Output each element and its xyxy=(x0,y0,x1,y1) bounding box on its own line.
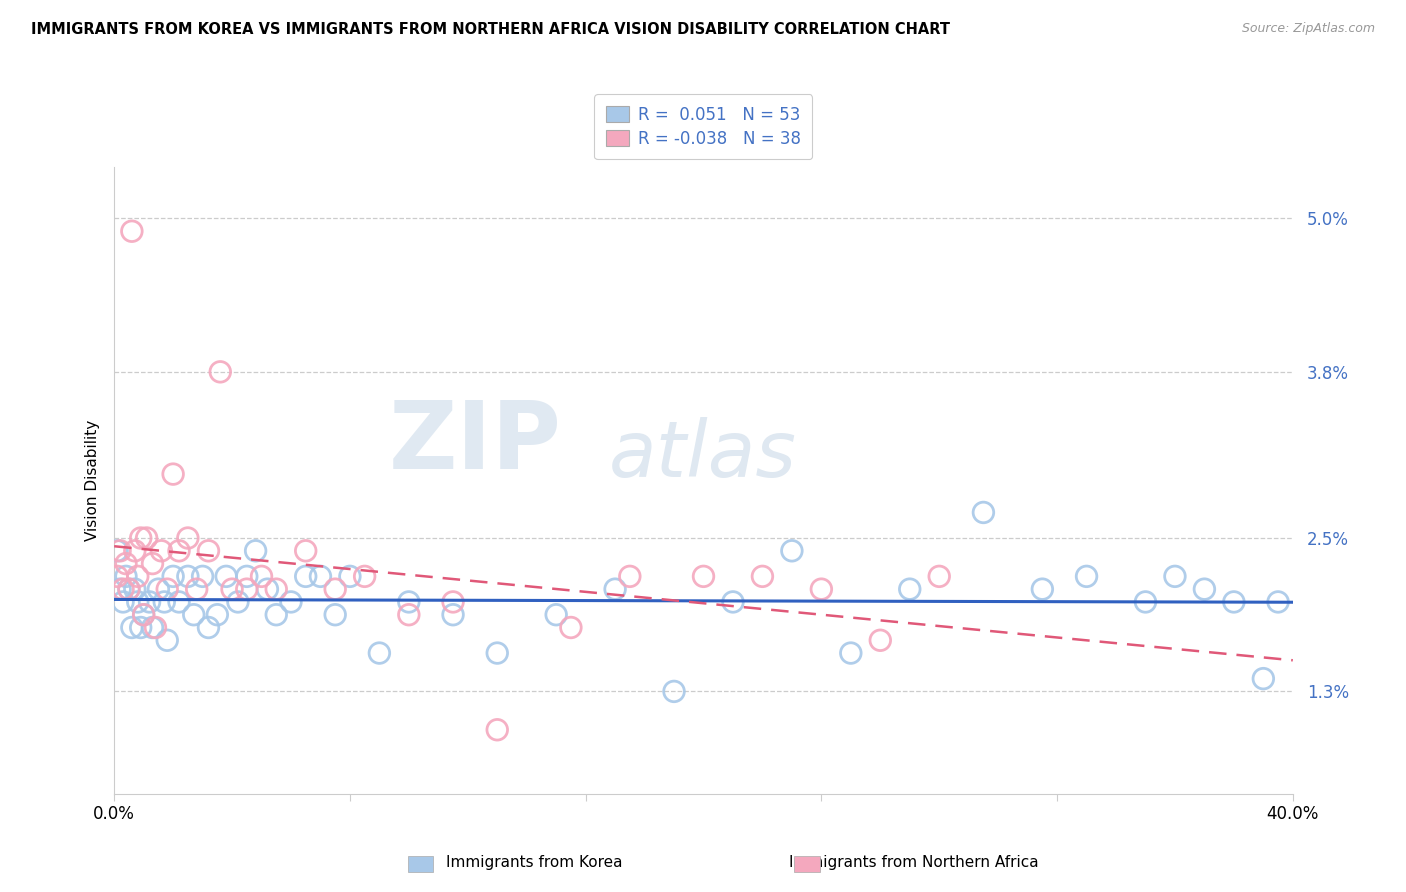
Point xyxy=(486,723,509,737)
Point xyxy=(141,620,163,634)
Point xyxy=(129,531,152,545)
Point xyxy=(105,543,128,558)
Point xyxy=(162,467,184,482)
Point xyxy=(810,582,832,596)
Point xyxy=(156,582,179,596)
Point xyxy=(167,543,190,558)
Point xyxy=(197,543,219,558)
Point xyxy=(135,531,157,545)
Point xyxy=(280,595,302,609)
Point xyxy=(323,582,346,596)
Point xyxy=(132,607,155,622)
Point xyxy=(256,582,278,596)
Point xyxy=(486,646,509,660)
Point xyxy=(1164,569,1187,583)
Point xyxy=(150,543,173,558)
Point xyxy=(264,582,287,596)
Point xyxy=(141,557,163,571)
Point xyxy=(115,557,138,571)
Point xyxy=(148,582,170,596)
Point xyxy=(839,646,862,660)
Point xyxy=(441,595,464,609)
Point xyxy=(1076,569,1098,583)
Y-axis label: Vision Disability: Vision Disability xyxy=(86,420,100,541)
Point xyxy=(780,543,803,558)
Point xyxy=(560,620,582,634)
Point xyxy=(226,595,249,609)
Point xyxy=(108,582,131,596)
Point xyxy=(294,569,316,583)
Point xyxy=(398,595,420,609)
Text: Immigrants from Northern Africa: Immigrants from Northern Africa xyxy=(789,855,1039,870)
Point xyxy=(972,505,994,519)
Point xyxy=(108,543,131,558)
Point xyxy=(207,607,229,622)
Point xyxy=(132,607,155,622)
Point xyxy=(294,543,316,558)
Point xyxy=(721,595,744,609)
Text: Source: ZipAtlas.com: Source: ZipAtlas.com xyxy=(1241,22,1375,36)
Point xyxy=(236,569,259,583)
Point xyxy=(129,620,152,634)
Point xyxy=(898,582,921,596)
Text: ZIP: ZIP xyxy=(389,397,562,489)
Point xyxy=(121,620,143,634)
Point xyxy=(112,595,135,609)
Point xyxy=(368,646,391,660)
Point xyxy=(183,607,205,622)
Point xyxy=(250,569,273,583)
Point xyxy=(928,569,950,583)
Point xyxy=(236,582,259,596)
Point xyxy=(1135,595,1157,609)
Point xyxy=(603,582,626,596)
Point xyxy=(221,582,243,596)
Point xyxy=(118,582,141,596)
Point xyxy=(127,569,149,583)
Point xyxy=(124,543,146,558)
Point xyxy=(692,569,714,583)
Point xyxy=(124,582,146,596)
Point xyxy=(546,607,568,622)
Point xyxy=(441,607,464,622)
Point xyxy=(156,633,179,648)
Point xyxy=(191,569,214,583)
Point xyxy=(1031,582,1053,596)
Text: atlas: atlas xyxy=(609,417,797,493)
Point xyxy=(145,620,167,634)
Point xyxy=(264,607,287,622)
Point xyxy=(162,569,184,583)
Point xyxy=(115,569,138,583)
Point xyxy=(1267,595,1289,609)
Point xyxy=(209,365,232,379)
Point xyxy=(619,569,641,583)
Point xyxy=(309,569,332,583)
Point xyxy=(662,684,685,698)
Point xyxy=(112,582,135,596)
Point xyxy=(1194,582,1216,596)
Point xyxy=(153,595,176,609)
Point xyxy=(869,633,891,648)
Point xyxy=(353,569,375,583)
Point xyxy=(167,595,190,609)
Point xyxy=(121,224,143,238)
Point xyxy=(197,620,219,634)
Point xyxy=(339,569,361,583)
Point xyxy=(751,569,773,583)
Point xyxy=(177,531,200,545)
Point xyxy=(105,569,128,583)
Point xyxy=(1253,672,1275,686)
Point xyxy=(323,607,346,622)
Text: Immigrants from Korea: Immigrants from Korea xyxy=(446,855,623,870)
Point xyxy=(215,569,238,583)
Point xyxy=(398,607,420,622)
Point xyxy=(177,569,200,583)
Point xyxy=(118,582,141,596)
Legend: R =  0.051   N = 53, R = -0.038   N = 38: R = 0.051 N = 53, R = -0.038 N = 38 xyxy=(595,95,813,160)
Point xyxy=(186,582,208,596)
Point xyxy=(1223,595,1246,609)
Point xyxy=(245,543,267,558)
Point xyxy=(127,595,149,609)
Text: IMMIGRANTS FROM KOREA VS IMMIGRANTS FROM NORTHERN AFRICA VISION DISABILITY CORRE: IMMIGRANTS FROM KOREA VS IMMIGRANTS FROM… xyxy=(31,22,950,37)
Point xyxy=(138,595,160,609)
